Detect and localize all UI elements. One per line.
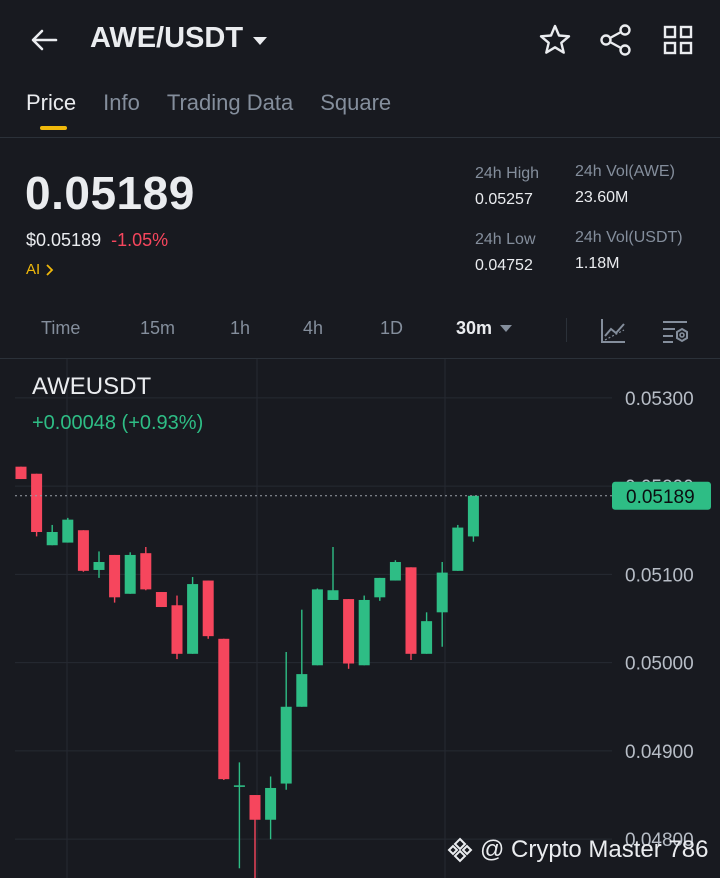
ai-link[interactable]: AI — [26, 261, 54, 278]
vol-quote-label: 24h Vol(USDT) — [575, 229, 683, 246]
candle-down — [77, 530, 89, 571]
pair-name: AWE/USDT — [90, 22, 244, 54]
candle-up — [311, 589, 323, 666]
interval-selected-label: 30m — [456, 318, 493, 338]
candle-down — [171, 605, 183, 654]
y-tick-label: 0.05300 — [625, 389, 694, 410]
candle-down — [343, 599, 355, 664]
back-arrow-icon[interactable] — [28, 24, 60, 56]
candle-up — [280, 706, 292, 784]
candle-down — [15, 466, 27, 480]
chart-change: +0.00048 (+0.93%) — [32, 412, 204, 434]
interval-1h[interactable]: 1h — [230, 318, 251, 338]
low-label: 24h Low — [475, 231, 536, 248]
divider — [566, 318, 567, 342]
candle-down — [109, 554, 121, 598]
candle-up — [358, 599, 370, 666]
candle-up — [296, 674, 308, 707]
chart-settings-icon[interactable] — [660, 316, 690, 346]
candle-up — [452, 527, 464, 571]
usd-row: $0.05189 -1.05% — [26, 230, 168, 251]
tab-info[interactable]: Info — [103, 90, 140, 115]
chart-symbol: AWEUSDT — [32, 373, 152, 400]
low-value: 0.04752 — [475, 257, 533, 274]
candle-up — [265, 787, 277, 820]
tab-price[interactable]: Price — [26, 90, 76, 130]
interval-bar: Time 15m 1h 4h 1D 30m — [0, 318, 720, 348]
interval-time[interactable]: Time — [41, 318, 81, 338]
candle-up — [327, 590, 339, 600]
vol-base-label: 24h Vol(AWE) — [575, 163, 675, 180]
last-price: 0.05189 — [25, 167, 195, 219]
pair-selector[interactable]: AWE/USDT — [90, 22, 268, 55]
high-value: 0.05257 — [475, 191, 533, 208]
tab-bar: Price Info Trading Data Square — [26, 90, 391, 130]
current-price-tag — [612, 481, 711, 510]
candle-up — [436, 572, 448, 613]
tab-trading-data[interactable]: Trading Data — [166, 90, 294, 115]
share-icon[interactable] — [598, 22, 634, 58]
divider — [0, 137, 720, 138]
interval-1d[interactable]: 1D — [380, 318, 404, 338]
vol-base-value: 23.60M — [575, 189, 629, 206]
binance-logo-icon — [447, 837, 473, 863]
candle-up — [124, 554, 136, 594]
grid-icon[interactable] — [660, 22, 696, 58]
divider — [0, 358, 720, 359]
indicator-icon[interactable] — [598, 316, 628, 346]
candle-down — [140, 553, 152, 590]
vol-quote-value: 1.18M — [575, 255, 620, 272]
interval-15m[interactable]: 15m — [140, 318, 176, 338]
ai-label: AI — [26, 261, 41, 278]
watermark-text: @ Crypto Master 786 — [480, 836, 709, 863]
candle-up — [374, 577, 386, 598]
watermark: @ Crypto Master 786 — [446, 836, 708, 864]
candle-up — [62, 519, 74, 543]
candle-down — [249, 795, 261, 820]
candle-up — [46, 532, 58, 546]
tab-square[interactable]: Square — [320, 90, 392, 115]
chevron-right-icon — [46, 263, 54, 276]
interval-4h[interactable]: 4h — [303, 318, 324, 338]
candle-up — [233, 785, 245, 787]
high-label: 24h High — [475, 165, 540, 182]
y-tick-label: 0.05000 — [625, 654, 694, 675]
candle-down — [155, 592, 167, 608]
candle-up — [187, 584, 199, 654]
current-price-label: 0.05189 — [626, 487, 695, 508]
candle-up — [421, 621, 433, 654]
y-tick-label: 0.04900 — [625, 742, 694, 763]
candle-up — [93, 562, 105, 570]
y-tick-label: 0.04800 — [625, 830, 694, 851]
y-tick-label: 0.05100 — [625, 565, 694, 586]
caret-down-icon — [500, 325, 513, 332]
star-icon[interactable] — [537, 22, 573, 58]
candle-up — [467, 495, 479, 537]
candle-down — [202, 580, 214, 637]
caret-down-icon — [253, 36, 268, 45]
candlestick-chart[interactable]: 0.053000.052000.051000.050000.049000.048… — [0, 359, 720, 878]
candle-down — [218, 638, 230, 780]
usd-price: $0.05189 — [26, 230, 102, 250]
price-change: -1.05% — [111, 230, 169, 250]
interval-selected[interactable]: 30m — [456, 318, 513, 339]
candle-down — [31, 473, 43, 532]
candle-down — [405, 567, 417, 654]
candle-up — [389, 562, 401, 581]
